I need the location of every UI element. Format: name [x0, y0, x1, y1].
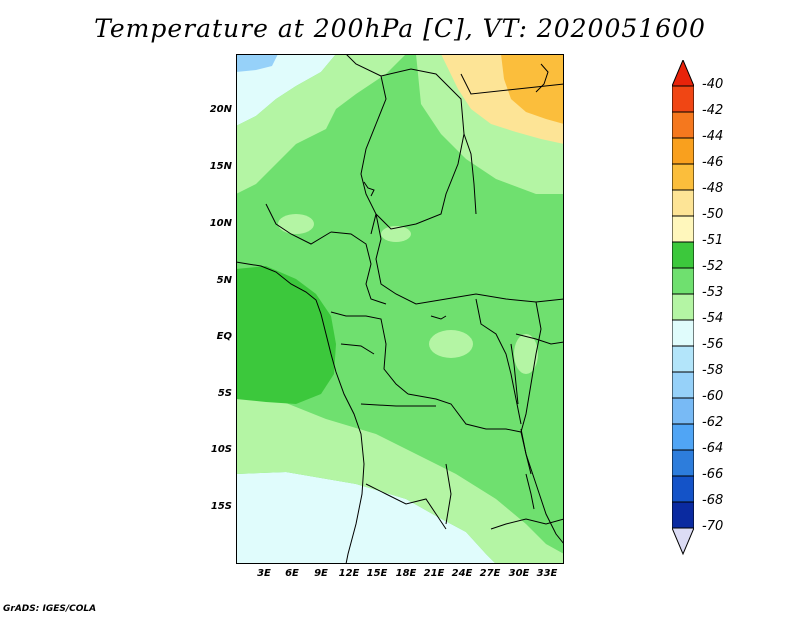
colorbar-label: -70: [702, 519, 724, 534]
field-blob: [278, 214, 314, 234]
colorbar-label: -64: [702, 441, 724, 456]
colorbar-label: -44: [702, 129, 724, 144]
field-south-lightgreen: [236, 394, 564, 564]
colorbar-bottom-triangle: [672, 527, 694, 556]
country-borders: [265, 54, 564, 545]
lakes: [363, 63, 549, 510]
colorbar-label: -42: [702, 103, 724, 118]
colorbar-box: [672, 319, 694, 347]
lat-label: 5S: [217, 388, 232, 399]
field-ne-yellow: [501, 54, 564, 124]
colorbar-box: [672, 137, 694, 165]
colorbar-label: -58: [702, 363, 724, 378]
field-west-lightgreen: [236, 54, 406, 194]
field-blob: [381, 226, 411, 242]
lat-label: 15N: [209, 161, 232, 172]
lon-label: 3E: [257, 568, 271, 579]
field-blob: [514, 334, 538, 374]
colorbar-label: -60: [702, 389, 724, 404]
lat-label: 20N: [209, 104, 232, 115]
colorbar-label: -48: [702, 181, 724, 196]
colorbar-label: -46: [702, 155, 724, 170]
lat-label: 10N: [209, 218, 232, 229]
colorbar-box: [672, 241, 694, 269]
colorbar-box: [672, 85, 694, 113]
lat-label: 10S: [210, 444, 232, 455]
lon-label: 30E: [508, 568, 530, 579]
field-blob: [429, 330, 473, 358]
colorbar-box: [672, 189, 694, 217]
field-nw-blue: [236, 54, 278, 72]
field-ocean-darkgreen: [236, 266, 336, 404]
colorbar-label: -66: [702, 467, 724, 482]
colorbar-label: -50: [702, 207, 724, 222]
lon-label: 18E: [395, 568, 417, 579]
lon-label: 9E: [314, 568, 328, 579]
colorbar-label: -54: [702, 311, 724, 326]
colorbar-box: [672, 111, 694, 139]
colorbar-label: -62: [702, 415, 724, 430]
lon-label: 12E: [338, 568, 360, 579]
map-frame: [236, 54, 564, 564]
colorbar-box: [672, 163, 694, 191]
lon-label: 27E: [479, 568, 501, 579]
colorbar-box: [672, 371, 694, 399]
field-south-cyan: [236, 472, 496, 564]
colorbar-box: [672, 293, 694, 321]
colorbar-label: -53: [702, 285, 724, 300]
coastline: [236, 261, 365, 564]
lon-label: 21E: [423, 568, 445, 579]
colorbar: [672, 60, 694, 556]
grads-credit: GrADS: IGES/COLA: [3, 604, 97, 614]
colorbar-label: -52: [702, 259, 724, 274]
lon-label: 6E: [285, 568, 299, 579]
lat-label: 15S: [210, 501, 232, 512]
colorbar-label: -68: [702, 493, 724, 508]
colorbar-box: [672, 501, 694, 529]
colorbar-box: [672, 267, 694, 295]
colorbar-label: -56: [702, 337, 724, 352]
temperature-map: [236, 54, 564, 564]
colorbar-box: [672, 449, 694, 477]
colorbar-box: [672, 215, 694, 243]
colorbar-top-triangle: [672, 60, 694, 87]
colorbar-box: [672, 397, 694, 425]
colorbar-box: [672, 345, 694, 373]
lon-label: 24E: [451, 568, 473, 579]
lon-label: 33E: [536, 568, 558, 579]
lon-label: 15E: [366, 568, 388, 579]
map-title: Temperature at 200hPa [C], VT: 202005160…: [94, 14, 706, 43]
lat-label: 5N: [216, 275, 232, 286]
colorbar-label: -51: [702, 233, 724, 248]
lat-label: EQ: [216, 331, 232, 342]
colorbar-box: [672, 475, 694, 503]
field-nw-cyan: [236, 54, 336, 126]
colorbar-box: [672, 423, 694, 451]
colorbar-label: -40: [702, 77, 724, 92]
